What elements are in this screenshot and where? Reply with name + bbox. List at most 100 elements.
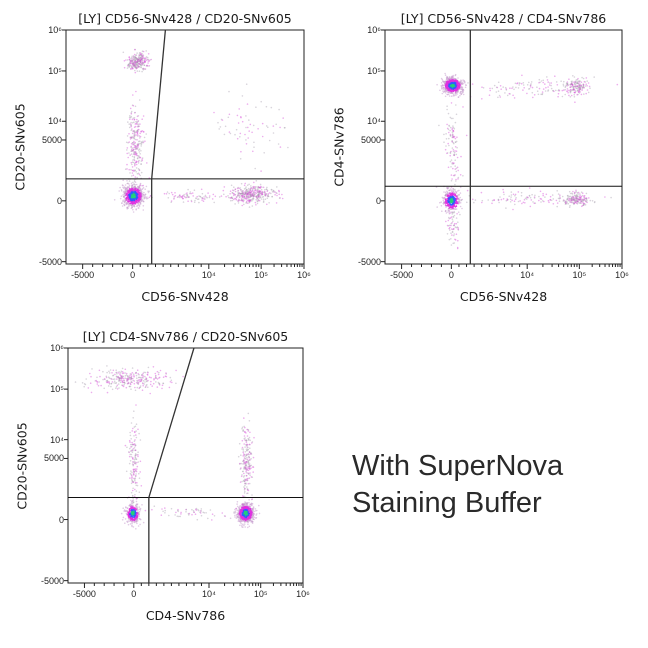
event-dot [455,140,458,143]
event-dot [242,190,244,192]
event-dot [201,197,203,199]
event-dot [266,195,269,197]
event-dot [130,125,132,128]
event-dot [183,196,186,198]
event-dot [266,197,269,199]
event-dot [451,194,454,196]
event-dot [142,380,145,382]
event-dot [449,92,452,94]
event-dot [140,53,142,56]
event-dot [575,190,577,193]
event-dot [452,187,454,190]
x-tick-label: -5000 [71,270,95,280]
event-dot [121,377,123,379]
event-dot [131,60,134,62]
event-dot [135,167,138,169]
event-dot [135,57,137,59]
event-dot [252,194,254,197]
event-dot [118,378,120,380]
event-dot [134,176,137,178]
event-dot [248,201,251,203]
event-dot [245,192,247,194]
event-dot [127,377,129,380]
event-dot [451,228,453,230]
event-dot [489,87,491,90]
event-dot [573,199,576,201]
event-dot [128,123,130,125]
event-dot [169,381,172,383]
event-dot [238,508,240,511]
event-dot [447,112,450,115]
event-dot [569,199,571,201]
event-dot [452,242,454,245]
event-dot [563,199,566,202]
event-dot [448,144,450,147]
event-dot [580,200,583,202]
event-dot [135,161,137,164]
event-dot [242,193,244,195]
event-dot [131,463,134,465]
event-dot [579,86,582,89]
event-dot [145,58,147,60]
event-dot [129,513,131,515]
event-dot [440,205,443,207]
event-dot [130,113,133,115]
event-dot [576,85,578,87]
event-dot [134,142,136,145]
event-dot [264,194,267,197]
event-dot [244,501,247,504]
event-dot [243,184,246,187]
event-dot [571,84,574,86]
event-dot [138,510,141,513]
event-dot [81,382,84,384]
event-dot [140,377,142,379]
event-dot [257,195,260,198]
event-dot [217,121,219,124]
event-dot [207,192,209,194]
event-dot [131,147,134,149]
event-dot [451,76,453,78]
event-dot [571,199,573,201]
event-dot [133,477,135,480]
event-dot [573,81,575,83]
event-dot [573,89,575,91]
events [113,48,289,213]
event-dot [129,378,131,380]
event-dot [130,66,133,68]
event-dot [461,81,464,84]
event-dot [460,155,462,158]
event-dot [130,514,133,517]
event-dot [128,56,130,59]
event-dot [278,193,280,196]
event-dot [258,193,260,195]
event-dot [459,213,461,216]
event-dot [137,144,140,146]
event-dot [132,142,135,144]
event-dot [578,202,581,204]
event-dot [141,118,143,120]
event-dot [550,87,553,90]
event-dot [257,197,259,199]
event-dot [132,136,135,138]
event-dot [221,119,224,121]
event-dot [121,384,124,387]
event-dot [273,191,275,193]
event-dot [240,508,243,511]
event-dot [449,229,451,231]
event-dot [572,89,574,92]
event-dot [451,213,454,215]
event-dot [136,504,138,506]
event-dot [556,205,558,208]
event-dot [130,381,132,384]
event-dot [137,193,139,195]
gate-slant[interactable] [151,29,167,179]
event-dot [256,189,259,191]
event-dot [450,244,453,246]
event-dot [124,444,127,447]
event-dot [576,200,578,203]
event-dot [564,203,567,205]
event-dot [132,55,135,57]
event-dot [466,189,469,192]
event-dot [569,204,571,207]
event-dot [133,53,136,56]
